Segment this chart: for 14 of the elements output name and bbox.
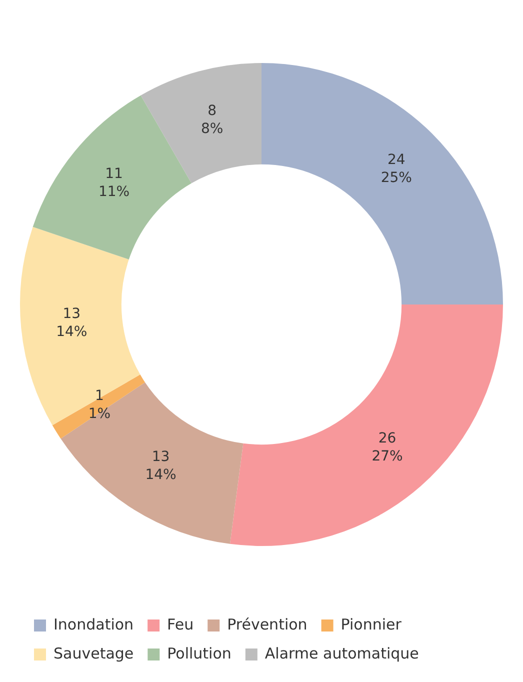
data-label: 8 8% <box>201 102 224 137</box>
legend-label: Pionnier <box>340 615 402 634</box>
legend-label: Pollution <box>167 644 232 662</box>
data-label: 26 27% <box>372 430 403 465</box>
legend-label: Inondation <box>54 615 134 634</box>
legend-label: Prévention <box>227 615 308 634</box>
legend-label: Sauvetage <box>54 644 134 662</box>
data-label: 1 1% <box>88 388 111 422</box>
legend-label: Alarme automatique <box>264 644 419 662</box>
data-label: 13 14% <box>56 306 88 340</box>
legend-label: Feu <box>167 615 194 634</box>
data-label: 24 25% <box>380 152 412 186</box>
data-label: 13 14% <box>145 449 176 484</box>
data-label: 11 11% <box>98 166 130 200</box>
